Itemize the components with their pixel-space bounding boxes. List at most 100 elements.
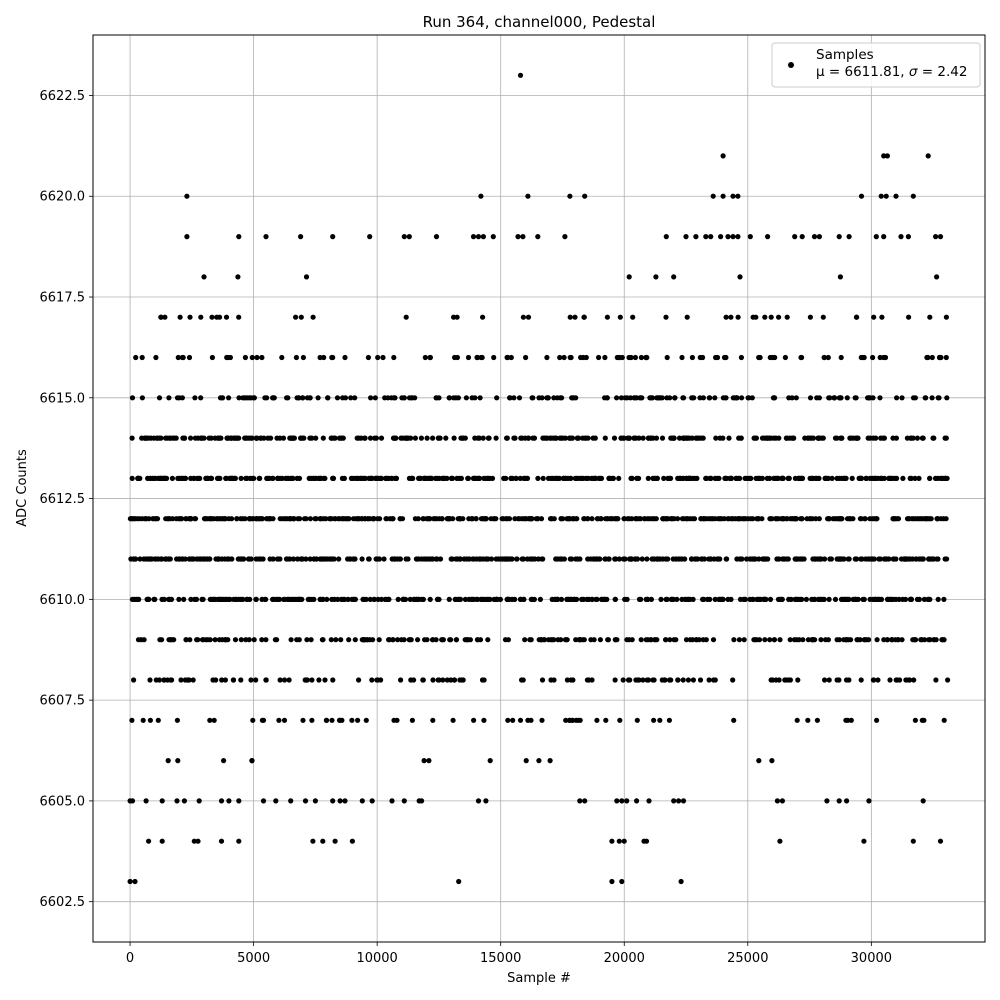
data-point <box>284 395 290 401</box>
data-point <box>260 556 266 562</box>
data-point <box>943 516 949 522</box>
data-point <box>720 193 726 199</box>
x-tick-label: 15000 <box>480 951 521 966</box>
data-point <box>517 475 523 481</box>
data-point <box>308 475 314 481</box>
data-point <box>730 234 736 240</box>
data-point <box>562 435 569 441</box>
data-point <box>406 395 413 401</box>
data-point <box>462 596 468 603</box>
data-point <box>838 354 844 361</box>
data-point <box>645 475 651 481</box>
data-point <box>560 475 567 481</box>
data-point <box>822 677 828 683</box>
data-point <box>578 354 584 361</box>
data-point <box>457 596 464 603</box>
data-point <box>219 677 225 683</box>
data-point <box>238 475 244 481</box>
data-point <box>566 717 573 723</box>
data-point <box>555 637 561 643</box>
data-point <box>168 596 175 603</box>
data-point <box>146 838 152 844</box>
data-point <box>920 798 926 804</box>
data-point <box>718 234 724 240</box>
data-point <box>708 475 714 481</box>
data-point <box>920 435 926 441</box>
y-axis-ticks: 6602.5 6605.0 6607.5 6610.0 6612.5 6615.0 6617… <box>40 89 93 910</box>
data-point <box>158 314 164 320</box>
data-point <box>626 274 632 280</box>
data-point <box>175 354 181 361</box>
data-point <box>938 516 944 522</box>
data-point <box>310 838 316 844</box>
legend-stats-sigma: σ <box>909 64 918 80</box>
data-point <box>337 516 343 522</box>
data-point <box>250 717 256 723</box>
data-point <box>350 516 357 522</box>
data-point <box>516 395 523 401</box>
data-point <box>177 314 183 320</box>
data-point <box>512 516 518 522</box>
data-point <box>799 516 805 522</box>
data-point <box>453 637 460 643</box>
data-point <box>162 314 168 320</box>
data-point <box>612 556 619 562</box>
data-point <box>654 637 660 643</box>
data-point <box>721 354 728 361</box>
data-point <box>307 516 313 522</box>
data-point <box>369 798 375 804</box>
data-point <box>181 475 187 481</box>
data-point <box>214 314 220 320</box>
data-point <box>288 435 294 441</box>
data-point <box>653 516 659 522</box>
data-point <box>214 516 220 522</box>
data-point <box>624 798 630 804</box>
data-point <box>750 516 756 522</box>
data-point <box>816 516 822 522</box>
data-point <box>499 516 505 522</box>
data-point <box>263 234 269 240</box>
data-point <box>193 596 200 603</box>
data-point <box>647 637 654 643</box>
data-point <box>666 717 673 723</box>
data-point <box>681 435 687 441</box>
data-point <box>682 556 688 562</box>
data-point <box>165 758 171 764</box>
data-point <box>633 556 639 562</box>
data-point <box>685 677 692 683</box>
data-point <box>465 354 472 361</box>
data-point <box>646 516 652 522</box>
data-point <box>293 314 299 320</box>
data-point <box>494 395 500 401</box>
data-point <box>723 556 729 562</box>
data-point <box>675 677 681 683</box>
data-point <box>369 677 375 683</box>
data-point <box>918 556 924 562</box>
data-point <box>402 596 409 603</box>
data-point <box>857 637 863 643</box>
data-point <box>218 798 225 804</box>
data-point <box>431 516 437 522</box>
data-point <box>259 354 265 361</box>
data-point <box>869 516 876 522</box>
data-point <box>204 516 210 522</box>
data-point <box>710 193 716 199</box>
data-point <box>477 556 483 562</box>
data-point <box>501 475 507 481</box>
data-point <box>708 556 714 562</box>
data-point <box>308 637 314 643</box>
data-point <box>504 556 510 562</box>
data-point <box>874 717 880 723</box>
data-point <box>478 193 484 199</box>
data-point <box>174 717 180 723</box>
data-point <box>558 435 564 441</box>
data-point <box>185 677 191 683</box>
data-point <box>486 435 492 441</box>
data-point <box>881 475 887 481</box>
data-point <box>583 475 589 481</box>
data-point <box>719 516 725 522</box>
data-point <box>791 435 797 441</box>
data-point <box>529 516 535 522</box>
data-point <box>839 516 845 522</box>
data-point <box>883 556 889 562</box>
